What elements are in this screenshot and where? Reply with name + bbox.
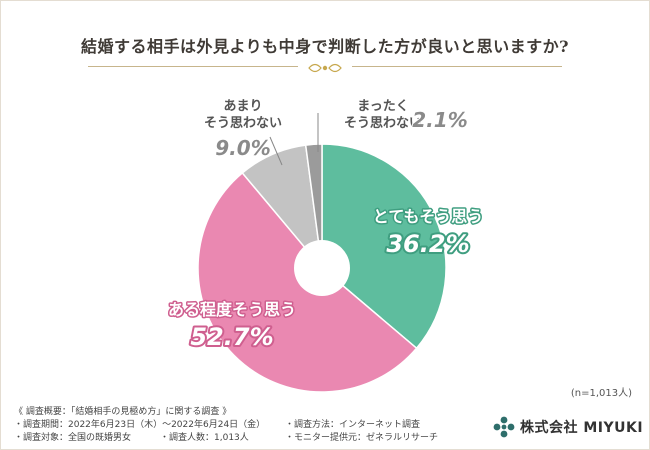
logo-mark-icon — [493, 416, 515, 438]
title-divider-right — [352, 66, 562, 67]
value-not-at-all-agree: 2.1% — [412, 108, 467, 132]
title-divider-left — [88, 66, 298, 67]
survey-period: ・調査期間：2022年6月23日（木）～2022年6月24日（金） — [14, 420, 266, 430]
label-not-at-all-agree-line1: まったく — [357, 99, 408, 114]
label-not-really-agree-line2: そう思わない — [204, 116, 282, 131]
leader-line-not-really-agree — [269, 136, 283, 166]
company-name: 株式会社 MIYUKI — [520, 420, 644, 436]
donut-hole — [294, 240, 350, 296]
survey-method: ・調査方法：インターネット調査 — [285, 420, 421, 430]
label-somewhat-agree-line1: ある程度そう思う — [168, 300, 296, 319]
ornament-icon — [308, 63, 342, 73]
slice-not-at-all-agree — [304, 143, 323, 269]
value-somewhat-agree: 52.7% — [190, 323, 273, 351]
sample-size-label: (n=1,013人) — [570, 388, 632, 399]
label-not-at-all-agree-line2: そう思わない — [344, 116, 422, 131]
value-not-really-agree: 9.0% — [215, 136, 270, 160]
survey-heading: 《 調査概要：「結婚相手の見極め方」に関する調査 》 — [14, 407, 232, 417]
label-very-much-agree-line1: とてもそう思う — [373, 207, 483, 226]
company-logo: 株式会社 MIYUKI — [492, 412, 644, 442]
survey-count: ・調査人数：1,013人 — [160, 433, 249, 443]
survey-provider: ・モニター提供元：ゼネラルリサーチ — [285, 433, 439, 443]
slice-very-much-agree — [321, 143, 447, 350]
chart-title: 結婚する相手は外見よりも中身で判断した方が良いと思いますか? — [80, 37, 570, 56]
survey-target: ・調査対象：全国の既婚男女 — [14, 433, 132, 443]
label-not-really-agree-line1: あまり — [223, 99, 262, 114]
value-very-much-agree: 36.2% — [386, 230, 469, 258]
survey-footer: 《 調査概要：「結婚相手の見極め方」に関する調査 》 ・調査期間：2022年6月… — [0, 398, 650, 450]
